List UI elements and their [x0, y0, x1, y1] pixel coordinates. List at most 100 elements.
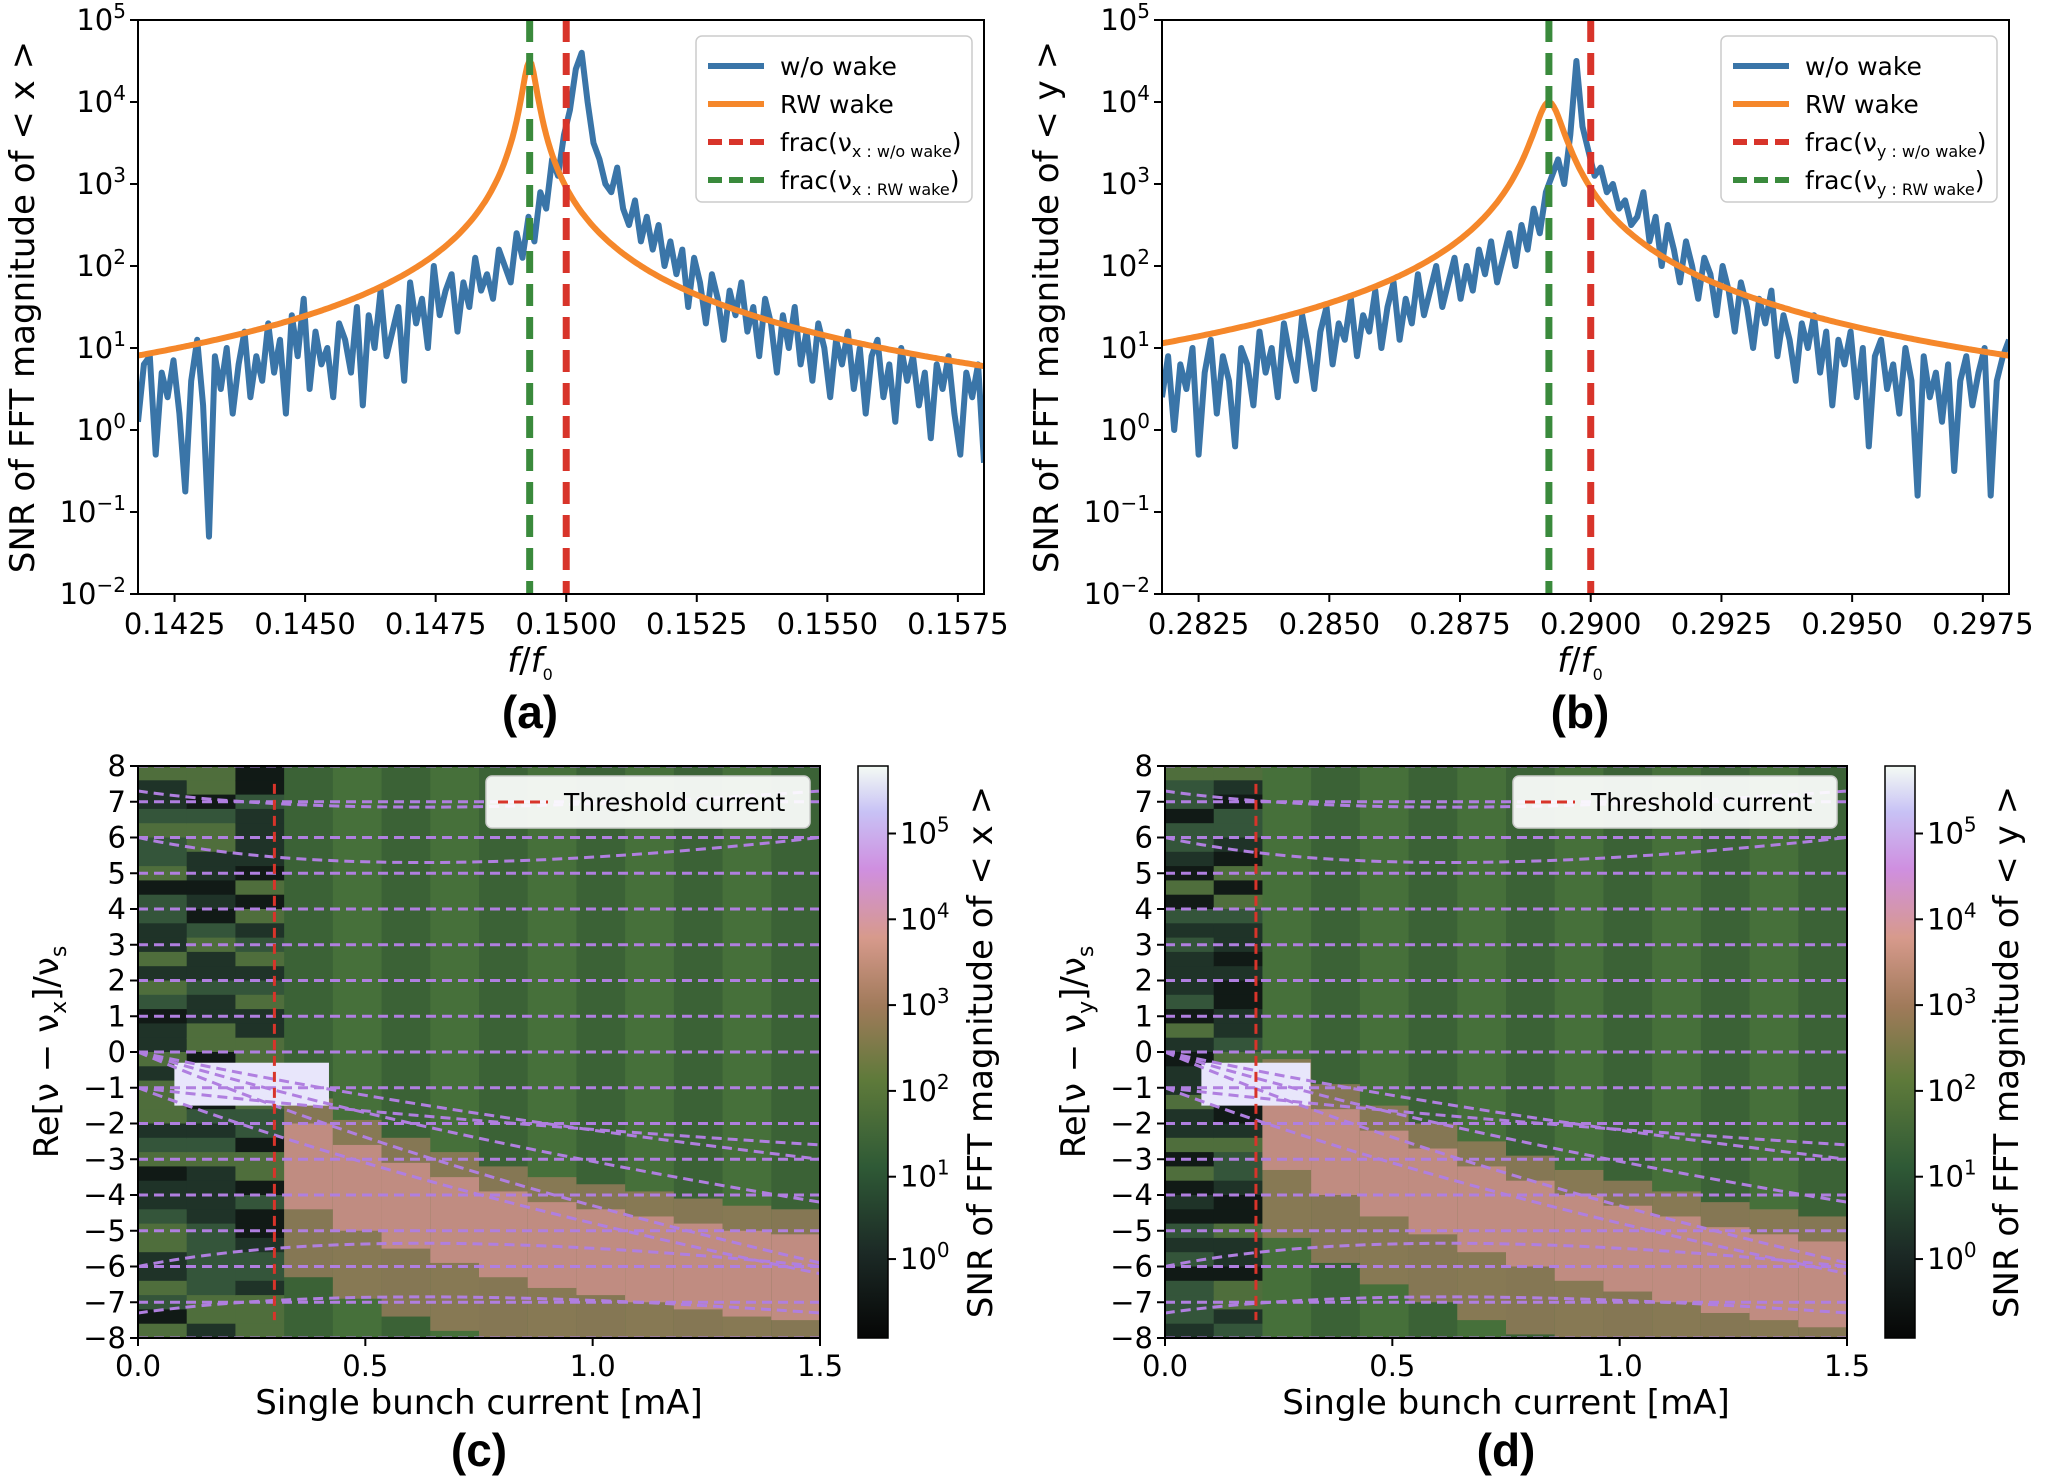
- heatmap-cell: [235, 1195, 286, 1211]
- heatmap-cell: [186, 923, 237, 939]
- heatmap-cell: [138, 1309, 188, 1325]
- heatmap-band-core: [1359, 1130, 1410, 1217]
- mode-curve: [1165, 1086, 1847, 1147]
- colorbar-tick-label: 105: [900, 812, 950, 850]
- y-tick-label: 1: [108, 999, 126, 1033]
- y-tick-label: 10−2: [60, 573, 126, 611]
- heatmap-cell: [186, 909, 237, 925]
- y-tick-label: 102: [1100, 245, 1150, 283]
- colorbar-tick-label: 102: [1927, 1070, 1977, 1108]
- heatmap-cell: [186, 1209, 237, 1225]
- heatmap-band-core: [332, 1144, 383, 1231]
- heatmap-cell: [186, 980, 237, 996]
- panel-c-ylabel: Re[ν − νx]/νs: [27, 946, 72, 1159]
- heatmap-cell: [1165, 909, 1215, 925]
- heatmap-cell: [1213, 980, 1264, 996]
- heatmap-cell: [186, 951, 237, 968]
- series-rw-wake-line: [1162, 98, 2009, 359]
- heatmap-cell: [235, 808, 286, 825]
- panel-a-xlabel: f/f0: [507, 641, 553, 684]
- panel-a-y-ticks: 10−2 10−1 100 101 102 103 104 105: [60, 0, 138, 611]
- mode-curve: [1165, 1050, 1847, 1161]
- heatmap-cell: [1213, 1023, 1264, 1039]
- heatmap-cell: [235, 1309, 286, 1325]
- colorbar-tick-label: 104: [900, 898, 950, 936]
- heatmap-cell: [235, 766, 286, 782]
- heatmap-cell: [186, 1166, 237, 1182]
- y-tick-label: −5: [83, 1214, 126, 1248]
- y-tick-label: 0: [108, 1035, 126, 1069]
- mode-curve: [138, 836, 820, 864]
- heatmap-band-core: [1554, 1195, 1605, 1281]
- heatmap-band-core: [381, 1162, 432, 1249]
- panel-d-xlabel: Single bunch current [mA]: [1282, 1383, 1729, 1423]
- y-tick-label: 2: [1135, 964, 1153, 998]
- y-tick-label: −6: [1110, 1250, 1153, 1284]
- legend-entry: w/o wake: [780, 52, 897, 81]
- heatmap-cell: [1213, 880, 1264, 896]
- heatmap-cell: [138, 1209, 188, 1225]
- x-tick-label: 1.0: [570, 1349, 616, 1383]
- heatmap-cell: [235, 1037, 286, 1053]
- heatmap-cell: [138, 1166, 188, 1182]
- panel-a-ylabel: SNR of FFT magnitude of < x >: [3, 41, 43, 573]
- heatmap-cell: [235, 1009, 286, 1025]
- legend-entry: frac(νy : RW wake): [1805, 166, 1984, 199]
- legend-entry: frac(νy : w/o wake): [1805, 128, 1986, 161]
- y-tick-label: −7: [1110, 1285, 1153, 1319]
- y-tick-label: 10−2: [1084, 573, 1150, 611]
- heatmap-band-core: [1506, 1180, 1556, 1267]
- heatmap-cell: [186, 1137, 237, 1154]
- heatmap-cell: [1213, 1123, 1264, 1139]
- y-tick-label: 105: [1100, 0, 1150, 37]
- y-tick-label: −1: [1110, 1071, 1153, 1105]
- heatmap-cell: [138, 951, 188, 968]
- panel-c-xlabel: Single bunch current [mA]: [255, 1383, 702, 1423]
- heatmap-cell: [138, 894, 188, 910]
- heatmap-cell: [235, 780, 286, 796]
- legend-entry: frac(νx : RW wake): [780, 166, 959, 199]
- mode-curve: [1165, 789, 1847, 809]
- heatmap-cell: [1165, 1166, 1215, 1182]
- legend-entry: Threshold current: [563, 788, 786, 817]
- y-tick-label: −8: [83, 1321, 126, 1355]
- x-tick-label: 0.2875: [1409, 607, 1510, 641]
- heatmap-cell: [235, 880, 286, 896]
- heatmap-cell: [1213, 808, 1264, 825]
- mode-curve: [1165, 1050, 1847, 1204]
- legend-box: [485, 775, 811, 829]
- series-wo-wake-line: [138, 49, 984, 540]
- heatmap-cell: [1213, 1137, 1264, 1154]
- panel-c-legend: Threshold current: [485, 775, 811, 829]
- heatmap-cell: [235, 1137, 286, 1154]
- heatmap-cell: [1213, 923, 1264, 939]
- panel-d-ylabel: Re[ν − νy]/νs: [1054, 946, 1099, 1159]
- panel-b-ylabel: SNR of FFT magnitude of < y >: [1027, 41, 1067, 573]
- heatmap-cell: [1165, 980, 1215, 996]
- panel-b-y-ticks: 10−2 10−1 100 101 102 103 104 105: [1084, 0, 1162, 611]
- heatmap-cell: [138, 1252, 188, 1268]
- mode-curve: [1165, 1241, 1847, 1268]
- mode-curve: [138, 1050, 820, 1204]
- heatmap-band-core: [1457, 1166, 1507, 1253]
- heatmap-cell: [1165, 808, 1215, 825]
- heatmap-cell: [138, 1137, 188, 1154]
- legend-entry: RW wake: [1805, 90, 1919, 119]
- heatmap-cell: [235, 1166, 286, 1182]
- heatmap-cell: [1165, 851, 1215, 868]
- x-tick-label: 0.1500: [515, 607, 616, 641]
- heatmap-cell: [138, 837, 188, 853]
- heatmap-cell: [235, 851, 286, 868]
- heatmap-cell: [1213, 837, 1264, 853]
- colorbar-tick-label: 100: [1927, 1238, 1977, 1276]
- x-tick-label: 0.2825: [1148, 607, 1249, 641]
- x-tick-label: 0.1475: [385, 607, 486, 641]
- legend-entry: w/o wake: [1805, 52, 1922, 81]
- heatmap-cell: [1213, 966, 1264, 982]
- heatmap-cell: [235, 823, 286, 839]
- y-tick-label: 6: [1135, 821, 1153, 855]
- mode-curve: [138, 1086, 820, 1276]
- heatmap-cell: [186, 1195, 237, 1211]
- x-tick-label: 0.1575: [907, 607, 1008, 641]
